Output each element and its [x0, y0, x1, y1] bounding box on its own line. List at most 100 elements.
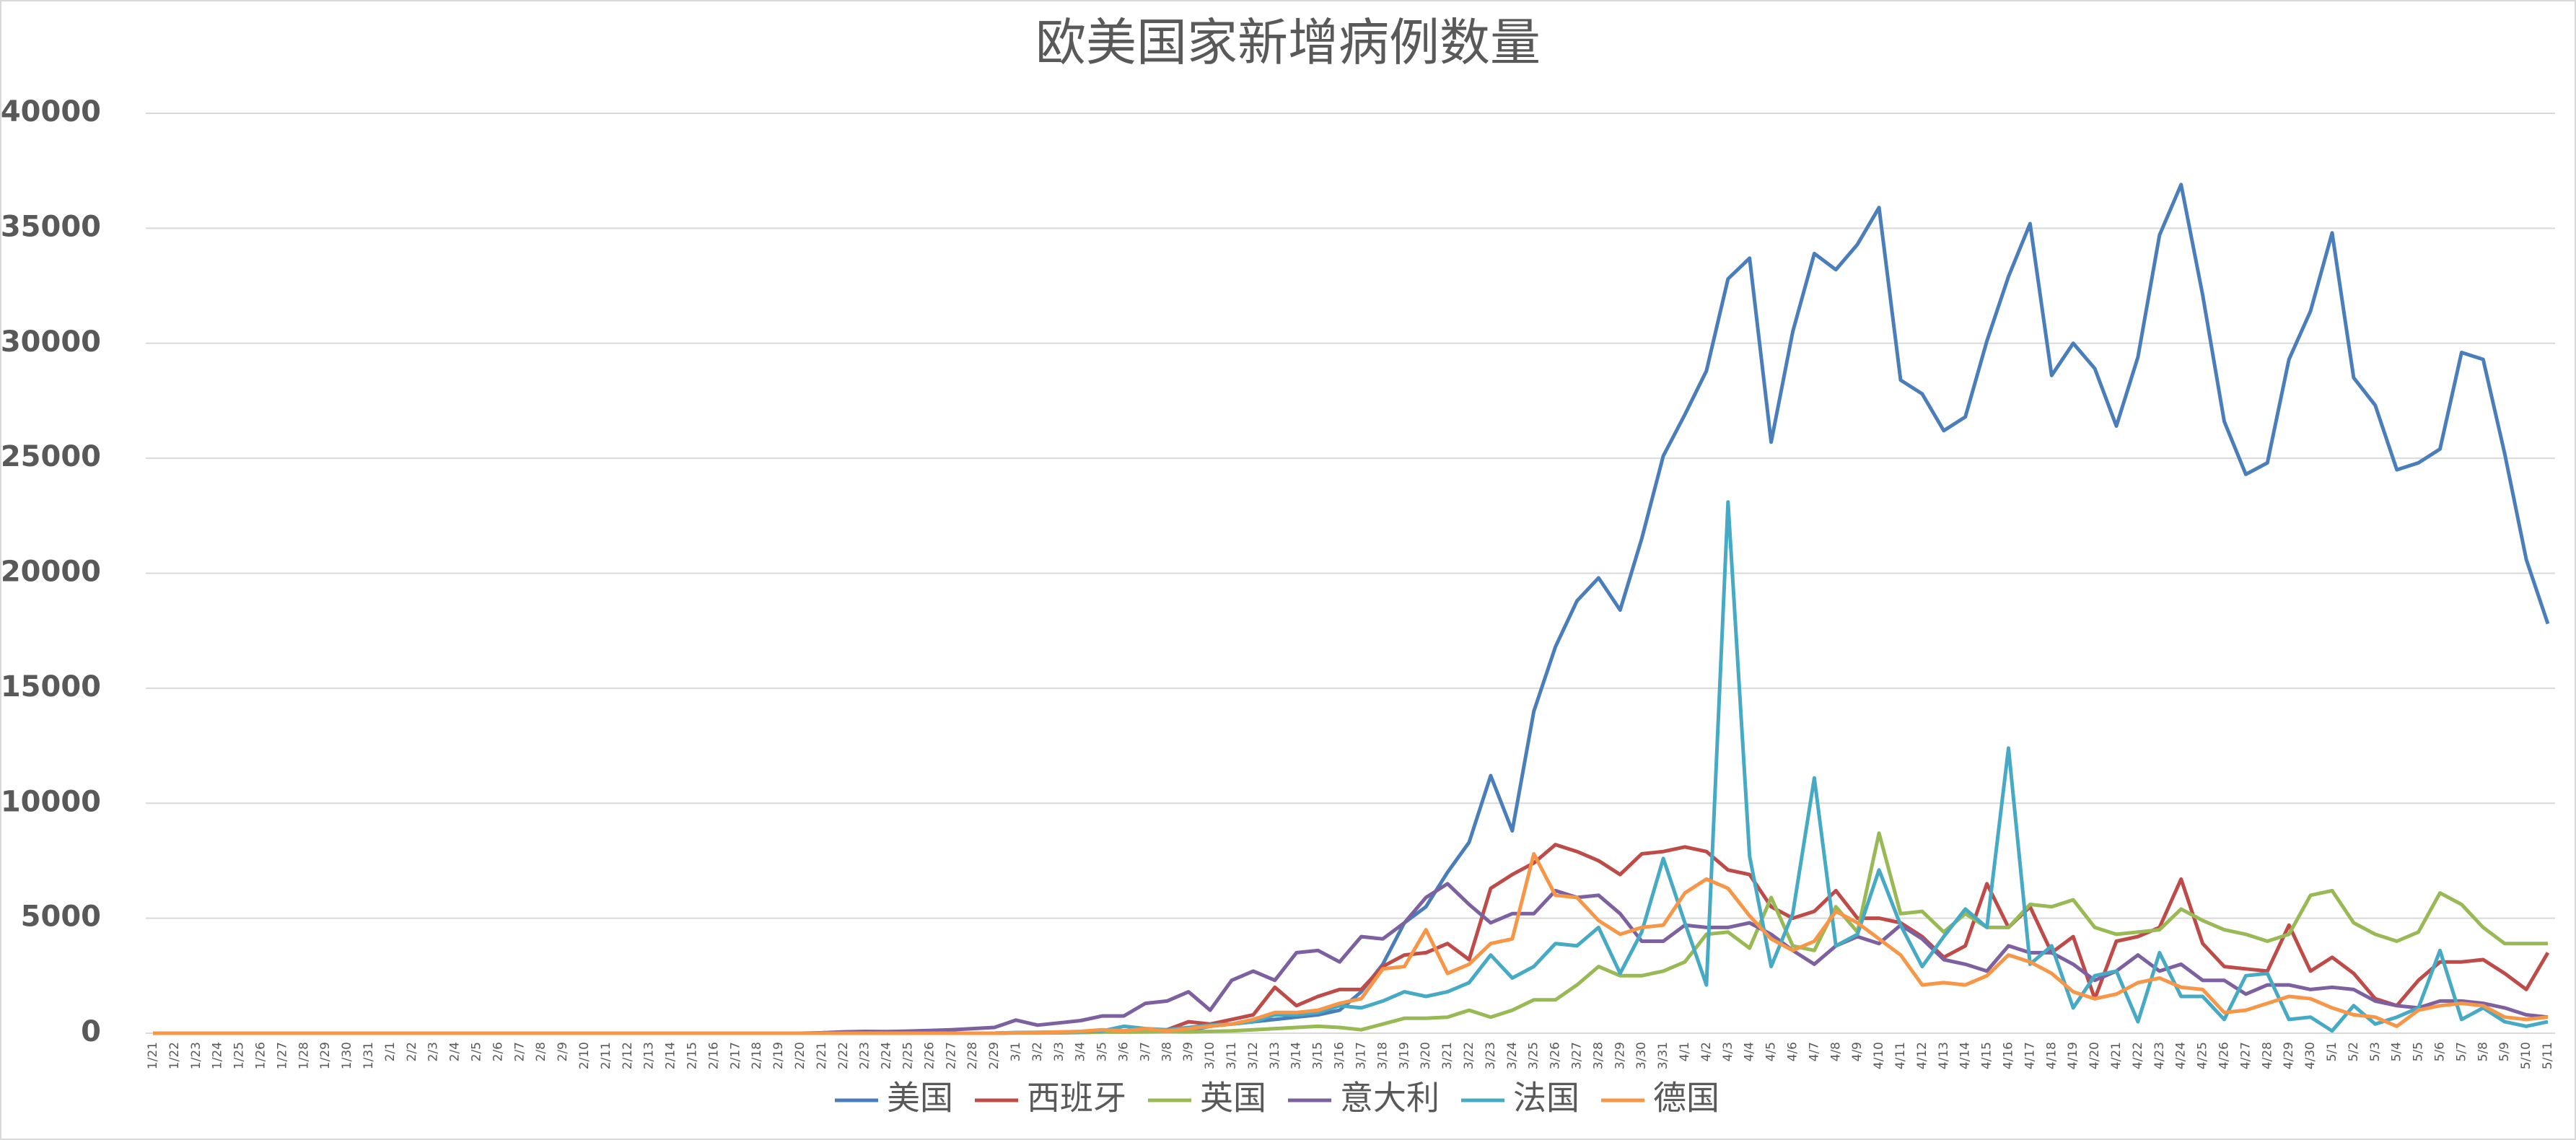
series-line	[153, 851, 2549, 1035]
x-tick-label: 4/24	[2174, 1042, 2189, 1069]
x-tick-label: 3/26	[1548, 1042, 1563, 1069]
x-tick-label: 1/30	[340, 1042, 354, 1069]
x-tick-label: 1/21	[146, 1042, 160, 1069]
x-tick-label: 2/28	[965, 1042, 980, 1069]
x-tick-label: 2/13	[642, 1042, 657, 1069]
x-tick-label: 4/20	[2087, 1042, 2102, 1069]
x-tick-label: 3/5	[1095, 1042, 1110, 1061]
x-tick-label: 3/31	[1656, 1042, 1670, 1069]
y-tick-label: 40000	[1, 95, 101, 128]
x-tick-label: 2/6	[491, 1042, 505, 1061]
x-tick-label: 2/4	[448, 1042, 463, 1061]
x-tick-label: 2/9	[556, 1042, 570, 1061]
y-tick-label: 20000	[1, 556, 101, 589]
x-tick-label: 2/19	[771, 1042, 786, 1069]
legend-label: 西班牙	[1027, 1079, 1126, 1118]
x-tick-label: 1/26	[254, 1042, 268, 1069]
x-tick-label: 5/11	[2541, 1042, 2555, 1069]
x-tick-label: 3/6	[1117, 1042, 1131, 1061]
x-tick-label: 3/14	[1289, 1042, 1304, 1069]
y-tick-label: 0	[81, 1015, 101, 1048]
x-tick-label: 2/20	[793, 1042, 807, 1069]
x-tick-label: 3/12	[1246, 1042, 1261, 1069]
x-tick-label: 2/25	[901, 1042, 916, 1069]
x-tick-label: 2/18	[750, 1042, 764, 1069]
x-tick-label: 4/7	[1807, 1042, 1821, 1061]
x-tick-label: 2/10	[577, 1042, 592, 1069]
x-tick-label: 2/8	[534, 1042, 548, 1061]
x-tick-label: 4/5	[1764, 1042, 1779, 1061]
x-tick-label: 4/11	[1893, 1042, 1908, 1069]
x-tick-label: 3/10	[1203, 1042, 1217, 1069]
x-tick-label: 2/1	[383, 1042, 398, 1061]
x-tick-label: 5/8	[2476, 1042, 2490, 1061]
x-tick-label: 4/12	[1915, 1042, 1929, 1069]
x-tick-label: 1/22	[167, 1042, 182, 1069]
x-tick-label: 4/27	[2238, 1042, 2253, 1069]
x-tick-label: 4/28	[2260, 1042, 2274, 1069]
x-tick-label: 4/4	[1743, 1042, 1757, 1061]
x-tick-label: 2/15	[685, 1042, 700, 1069]
legend-label: 美国	[887, 1079, 953, 1118]
x-tick-label: 4/15	[1980, 1042, 1994, 1069]
x-tick-label: 4/26	[2217, 1042, 2231, 1069]
x-tick-label: 3/20	[1419, 1042, 1433, 1069]
x-tick-label: 2/26	[922, 1042, 937, 1069]
legend-label: 法国	[1513, 1079, 1580, 1118]
x-tick-label: 2/7	[512, 1042, 527, 1061]
x-tick-label: 4/6	[1785, 1042, 1800, 1061]
x-tick-label: 1/29	[318, 1042, 333, 1069]
x-tick-label: 2/14	[664, 1042, 678, 1069]
legend-label: 德国	[1653, 1079, 1719, 1118]
x-tick-label: 2/24	[880, 1042, 894, 1069]
x-tick-label: 1/31	[362, 1042, 376, 1069]
x-tick-label: 3/1	[1009, 1042, 1023, 1061]
x-tick-label: 3/19	[1397, 1042, 1411, 1069]
x-tick-label: 3/8	[1160, 1042, 1174, 1061]
x-tick-label: 5/5	[2411, 1042, 2426, 1061]
x-tick-label: 3/2	[1030, 1042, 1045, 1061]
x-tick-label: 4/10	[1872, 1042, 1886, 1069]
x-tick-label: 4/30	[2303, 1042, 2318, 1069]
y-tick-label: 35000	[1, 210, 101, 243]
x-tick-label: 4/29	[2282, 1042, 2296, 1069]
x-tick-label: 1/27	[275, 1042, 289, 1069]
y-tick-label: 25000	[1, 440, 101, 473]
x-tick-label: 5/7	[2454, 1042, 2468, 1061]
legend-label: 英国	[1200, 1079, 1266, 1118]
y-tick-label: 5000	[21, 900, 101, 934]
x-tick-label: 4/18	[2044, 1042, 2059, 1069]
x-tick-label: 3/3	[1052, 1042, 1066, 1061]
x-tick-label: 5/4	[2390, 1042, 2404, 1061]
x-tick-label: 2/17	[728, 1042, 742, 1069]
x-tick-label: 3/13	[1268, 1042, 1282, 1069]
x-tick-label: 5/2	[2347, 1042, 2361, 1061]
x-tick-label: 5/6	[2432, 1042, 2447, 1061]
x-tick-label: 4/17	[2023, 1042, 2037, 1069]
x-tick-label: 3/7	[1138, 1042, 1152, 1061]
x-tick-label: 4/8	[1828, 1042, 1843, 1061]
x-tick-label: 2/22	[836, 1042, 851, 1069]
x-tick-label: 2/16	[706, 1042, 721, 1069]
x-tick-label: 2/27	[944, 1042, 958, 1069]
x-tick-label: 4/22	[2131, 1042, 2145, 1069]
x-tick-label: 4/14	[1958, 1042, 1973, 1069]
x-tick-label: 1/24	[211, 1042, 225, 1069]
x-tick-label: 1/25	[232, 1042, 247, 1069]
x-tick-label: 2/23	[858, 1042, 872, 1069]
x-tick-label: 3/15	[1311, 1042, 1326, 1069]
x-tick-label: 4/21	[2109, 1042, 2124, 1069]
x-tick-label: 4/13	[1937, 1042, 1951, 1069]
chart-title: 欧美国家新增病例数量	[1035, 13, 1541, 72]
x-tick-label: 3/9	[1181, 1042, 1196, 1061]
x-tick-label: 2/5	[470, 1042, 484, 1061]
x-tick-label: 3/27	[1569, 1042, 1584, 1069]
x-tick-label: 5/9	[2497, 1042, 2512, 1061]
x-tick-label: 1/28	[297, 1042, 311, 1069]
y-tick-label: 15000	[1, 670, 101, 703]
x-tick-label: 3/22	[1462, 1042, 1476, 1069]
x-tick-label: 2/3	[426, 1042, 441, 1061]
x-tick-label: 3/28	[1591, 1042, 1605, 1069]
